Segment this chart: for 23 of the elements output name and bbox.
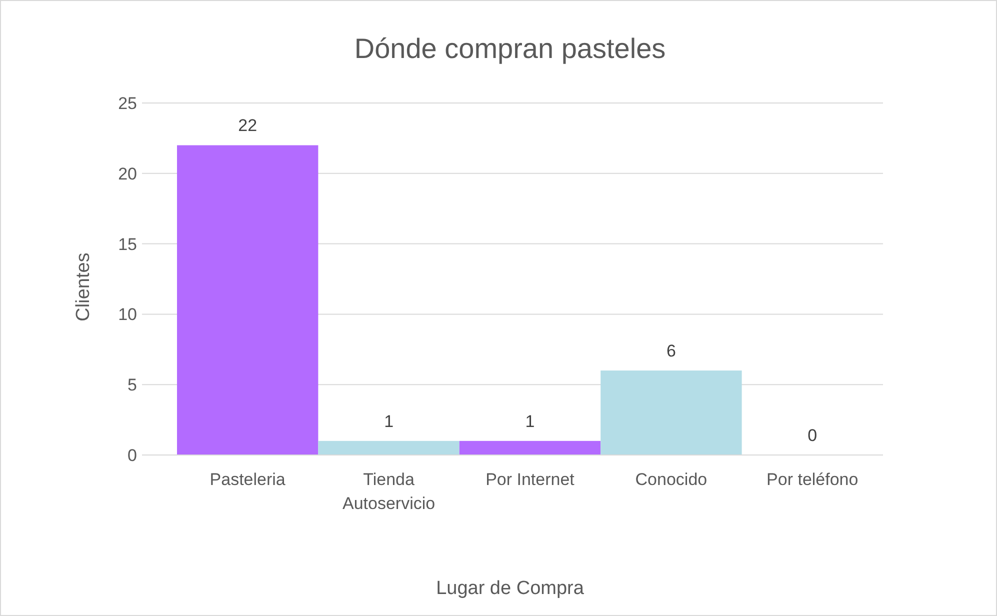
bar: [318, 440, 460, 455]
bar: [459, 440, 601, 455]
bar: [600, 370, 742, 455]
data-label: 1: [384, 412, 394, 431]
x-tick-label: Conocido: [635, 470, 708, 489]
y-axis-title: Clientes: [73, 252, 94, 322]
x-axis-title: Lugar de Compra: [436, 578, 584, 599]
data-label: 6: [666, 342, 676, 361]
y-tick-label: 20: [118, 164, 137, 184]
y-tick-label: 15: [118, 234, 137, 254]
data-label: 22: [238, 116, 258, 136]
x-tick-label: Por teléfono: [766, 470, 858, 489]
chart-title: Dónde compran pasteles: [354, 33, 666, 64]
y-tick-label: 10: [118, 305, 137, 324]
y-tick-label: 25: [118, 94, 137, 113]
x-tick-label: Tienda Autoservicio: [342, 470, 436, 513]
data-label: 1: [525, 412, 535, 431]
x-tick-label: Pasteleria: [210, 470, 286, 489]
data-label: 0: [808, 426, 818, 445]
bar: [177, 145, 318, 455]
y-tick-label: 5: [128, 376, 137, 395]
x-tick-label: Por Internet: [486, 470, 575, 489]
y-tick-label: 0: [128, 446, 137, 465]
